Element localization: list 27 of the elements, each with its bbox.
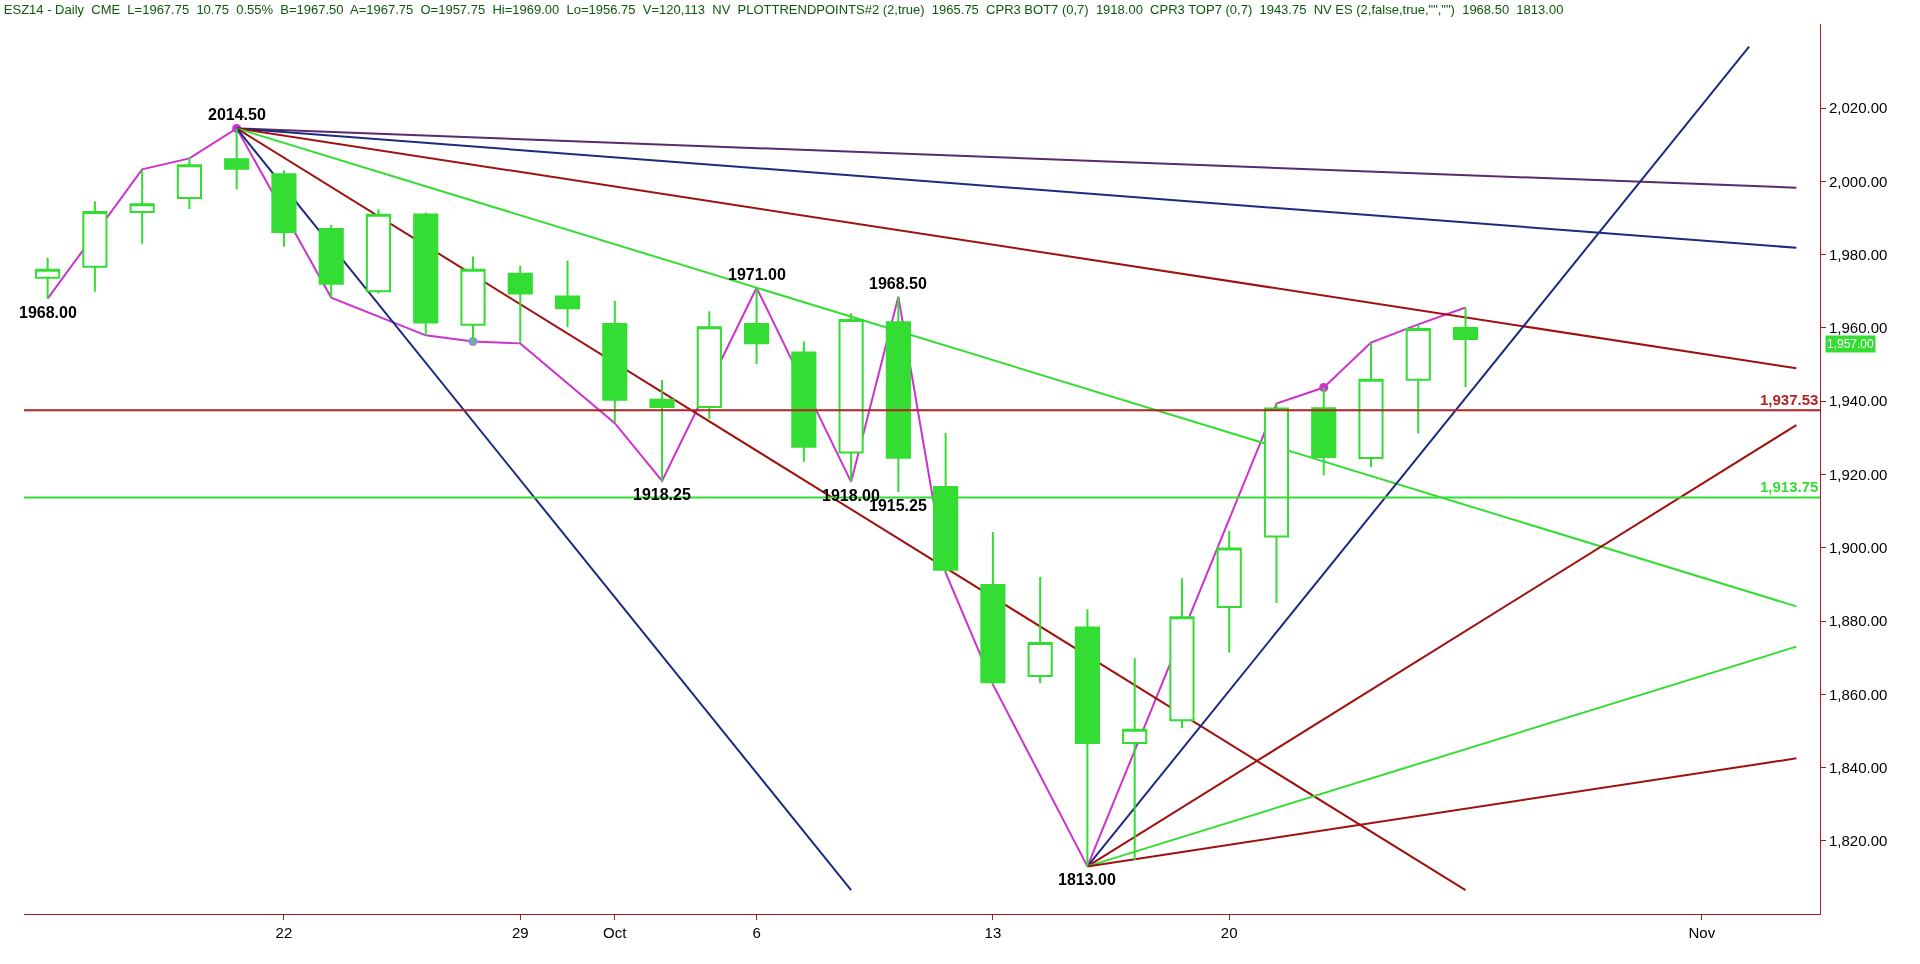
- y-tick-label: 1,980.00: [1829, 245, 1888, 263]
- y-tick-label: 2,020.00: [1829, 99, 1888, 117]
- x-tick-label: 13: [984, 924, 1002, 941]
- y-tick-label: 1,900.00: [1829, 538, 1888, 556]
- x-tick-label: 22: [275, 924, 293, 941]
- y-tick-label: 1,860.00: [1829, 685, 1888, 703]
- ref-line-label: 1,913.75: [1760, 478, 1819, 495]
- x-tick-label: Oct: [603, 924, 628, 941]
- y-tick-label: 1,880.00: [1829, 612, 1888, 630]
- y-tick-label: 1,960.00: [1829, 319, 1888, 337]
- annotation: 2014.50: [208, 106, 266, 123]
- annotation: 1968.50: [869, 275, 927, 292]
- chart-title: ESZ14 - Daily CME L=1967.75 10.75 0.55% B=1967.50 A=1967.75 O=1957.75 Hi=1969.00 Lo=1956.75 V=120,113 NV PLOTTRENDPOINTS#2 (2,true) 1965.75 CPR3 BOT7 (0,7) 1918.00 CPR3 TOP7 (0,7) 1943.75 NV ES (2,false,true,"","") 1968.50 1813.00: [3, 1, 1564, 17]
- ref-line-label: 1,937.53: [1760, 391, 1819, 408]
- annotation: 1971.00: [728, 266, 786, 283]
- y-tick-label: 1,940.00: [1829, 392, 1888, 410]
- y-tick-label: 1,920.00: [1829, 465, 1888, 483]
- x-tick-label: 29: [511, 924, 529, 941]
- y-tick-label: 1,840.00: [1829, 758, 1888, 776]
- x-tick-label: 20: [1220, 924, 1238, 941]
- x-tick-label: 6: [752, 924, 761, 941]
- y-tick-label: 1,820.00: [1829, 832, 1888, 849]
- annotation: 1968.00: [19, 304, 77, 321]
- x-tick-label: Nov: [1688, 924, 1716, 941]
- y-tick-label: 2,000.00: [1829, 172, 1888, 190]
- text: 1,957.00: [1827, 337, 1875, 351]
- annotation: 1813.00: [1058, 871, 1116, 888]
